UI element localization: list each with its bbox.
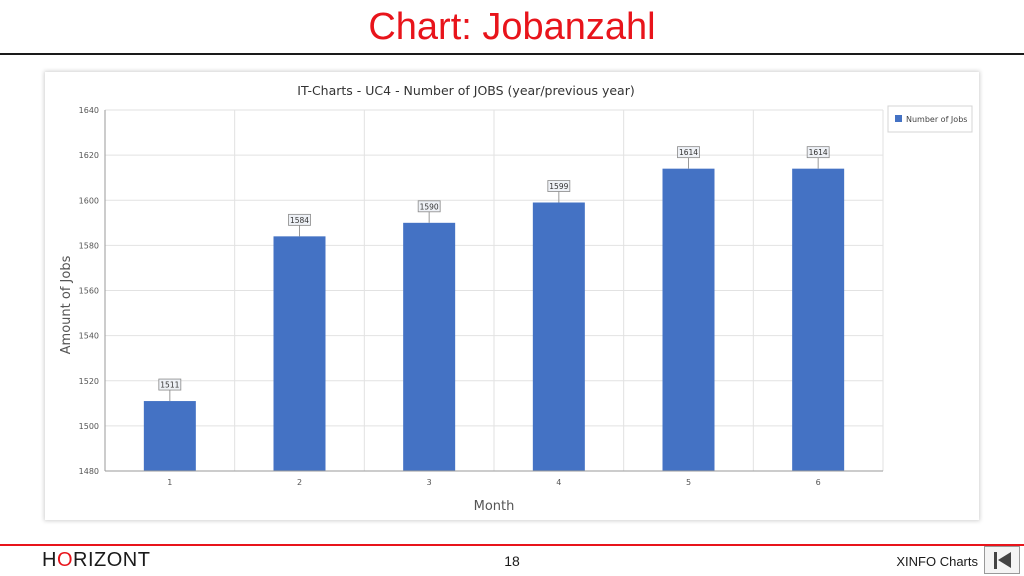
data-label: 1584 <box>290 216 309 225</box>
bar[interactable] <box>532 202 585 471</box>
bar[interactable] <box>662 168 715 471</box>
chart-container: IT-Charts - UC4 - Number of JOBS (year/p… <box>45 72 979 520</box>
x-tick-label: 5 <box>686 478 691 487</box>
page-number: 18 <box>504 553 520 569</box>
y-axis-label: Amount of Jobs <box>59 255 74 354</box>
gridlines <box>104 109 884 472</box>
data-label: 1511 <box>160 381 179 390</box>
brand-h: H <box>42 549 57 571</box>
bar-chart: IT-Charts - UC4 - Number of JOBS (year/p… <box>59 83 973 514</box>
data-label-box <box>288 213 311 226</box>
data-label-box <box>806 146 830 159</box>
data-label-box <box>677 146 700 159</box>
y-tick-label: 1640 <box>79 106 99 115</box>
axes-group: 1480 1500 1520 1540 1560 1580 1600 1620 1640 1 2 3 4… <box>79 106 883 487</box>
y-tick-label: 1620 <box>79 151 99 160</box>
legend-swatch <box>895 115 902 122</box>
x-tick-label: 1 <box>167 478 172 487</box>
x-tick-label: 2 <box>297 478 302 487</box>
data-label: 1614 <box>679 148 698 157</box>
y-tick-label: 1520 <box>79 377 99 386</box>
chart-title: IT-Charts - UC4 - Number of JOBS (year/p… <box>297 83 634 98</box>
y-tick-label: 1540 <box>79 332 99 341</box>
horizont-logo: HORIZONT <box>42 549 150 572</box>
data-label-box <box>417 200 441 213</box>
bars-group <box>143 168 845 471</box>
legend[interactable]: Number of Jobs <box>887 105 973 133</box>
x-tick-label: 6 <box>816 478 821 487</box>
data-label: 1599 <box>549 182 568 191</box>
brand-o: O <box>56 549 74 571</box>
data-labels-group: 1511 1584 1590 1599 1614 1614 <box>158 146 830 402</box>
y-tick-label: 1600 <box>79 196 99 205</box>
title-divider <box>0 53 1024 55</box>
y-tick-label: 1480 <box>79 467 99 476</box>
bar[interactable] <box>403 222 456 471</box>
brand-rest: RIZONT <box>73 549 151 571</box>
x-axis-label: Month <box>474 499 515 514</box>
y-tick-label: 1500 <box>79 422 99 431</box>
bar[interactable] <box>792 168 845 471</box>
legend-label: Number of Jobs <box>906 115 967 124</box>
data-label-box <box>547 180 571 192</box>
x-tick-label: 3 <box>427 478 432 487</box>
data-label: 1614 <box>809 148 828 157</box>
data-label-box <box>158 378 182 391</box>
x-tick-label: 4 <box>556 478 561 487</box>
y-tick-label: 1580 <box>79 241 99 250</box>
footer-label: XINFO Charts <box>896 554 978 569</box>
y-tick-label: 1560 <box>79 287 99 296</box>
footer-divider <box>0 544 1024 546</box>
slide-title: Chart: Jobanzahl <box>368 6 656 48</box>
bar[interactable] <box>273 236 326 471</box>
bar[interactable] <box>143 401 196 471</box>
first-page-button[interactable] <box>984 546 1020 574</box>
data-label: 1590 <box>420 202 439 211</box>
